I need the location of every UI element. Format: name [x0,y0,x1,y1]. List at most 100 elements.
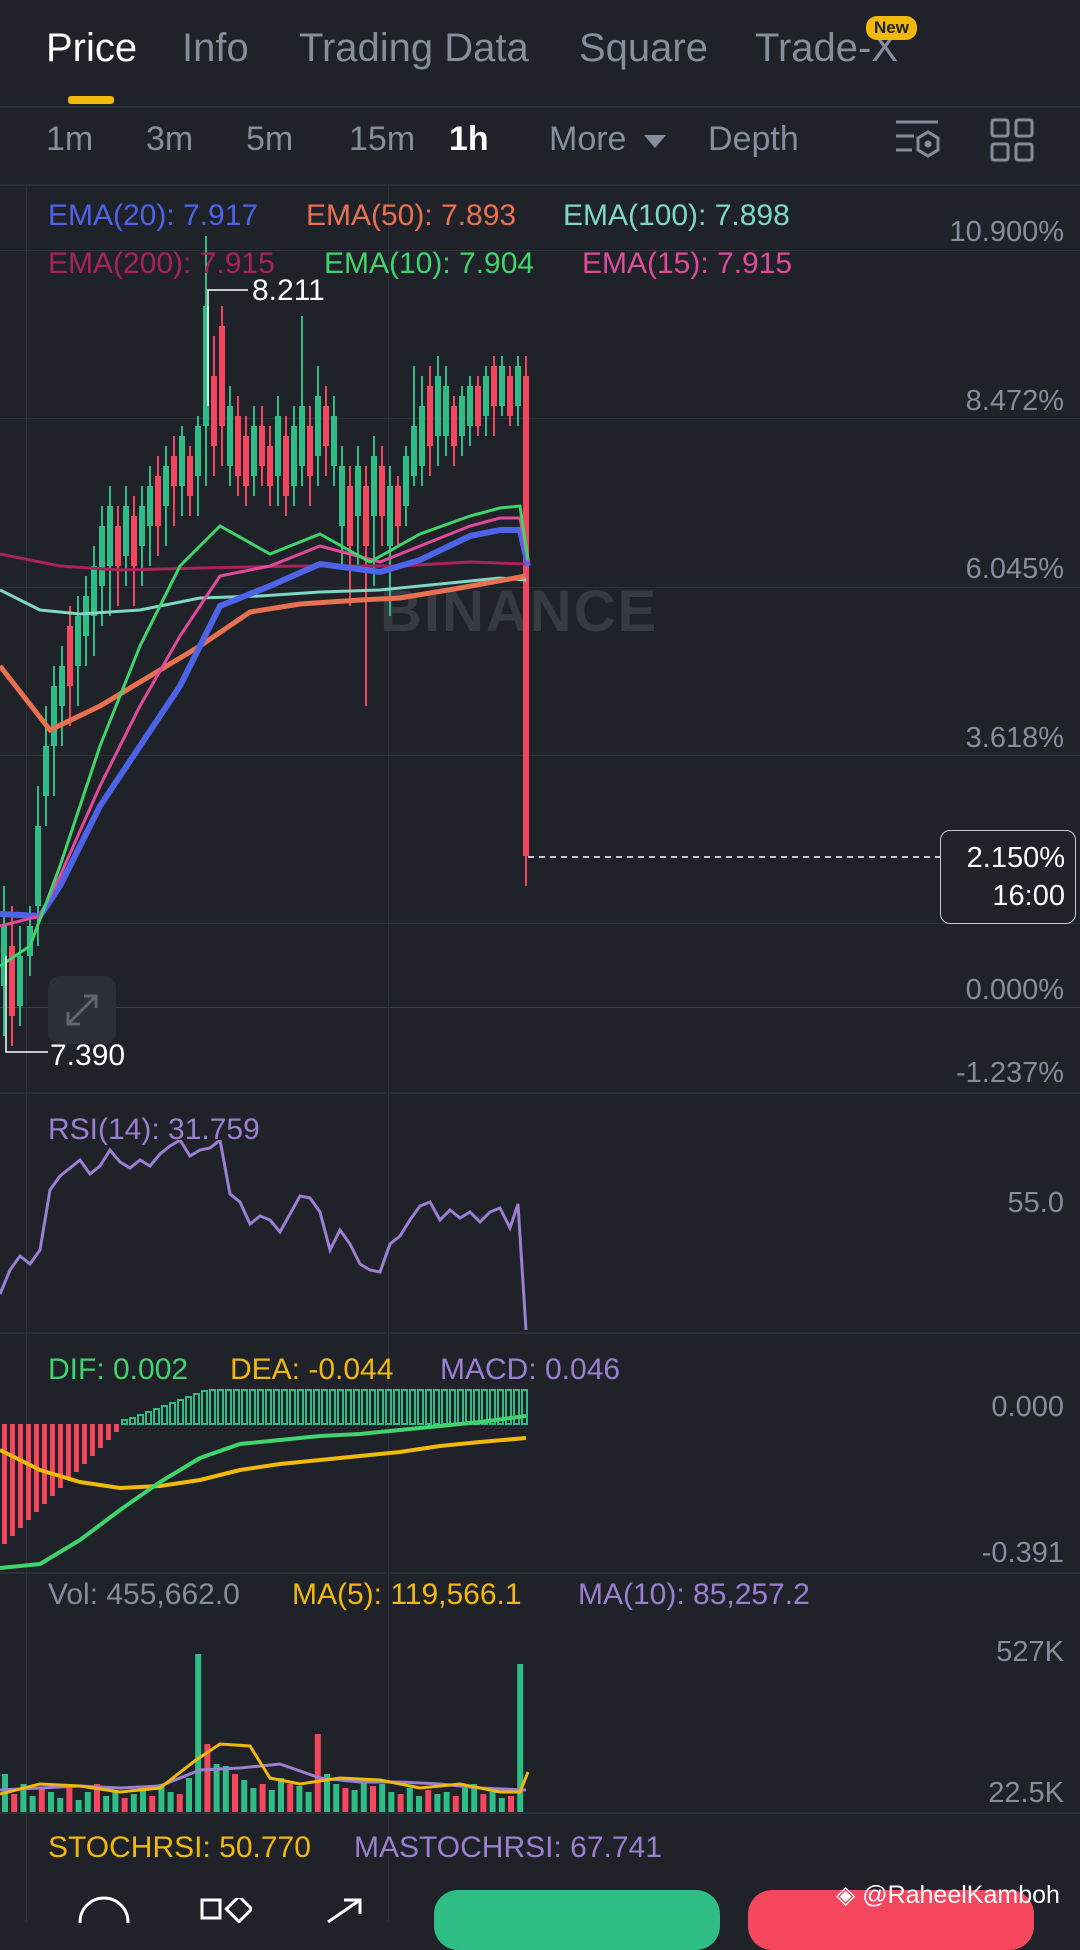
timeframe-1m[interactable]: 1m [46,120,94,158]
volume-bar [370,1786,376,1814]
candle-body [219,326,225,426]
grid-line [0,587,1080,588]
tab-square[interactable]: Square [579,26,708,70]
candle-body [507,376,513,416]
volume-bar [259,1784,266,1814]
candle-body [83,596,89,636]
high-price-label: 8.211 [252,274,325,307]
volume-bar [149,1796,156,1814]
dea-line [0,1436,527,1491]
dif-legend: DIF: 0.002 [48,1353,189,1386]
expand-chart-button[interactable] [48,976,116,1044]
macd-hist-bar [161,1405,168,1425]
macd-hist-bar [193,1393,200,1425]
macd-hist-bar [177,1399,184,1425]
macd-hist-bar [305,1389,312,1425]
layout-grid-icon[interactable] [990,118,1034,162]
macd-hist-bar [50,1424,55,1496]
candle-body [275,416,281,476]
volume-bar [351,1790,358,1814]
volume-bar [241,1780,248,1814]
macd-hist-bar [385,1389,392,1425]
volume-bar [38,1788,45,1814]
rsi-line [0,1140,528,1331]
more-menu-icon[interactable] [76,1894,132,1923]
timeframe-5m[interactable]: 5m [246,120,294,158]
buy-button[interactable] [434,1890,720,1950]
macd-hist-bar [18,1424,23,1528]
candle-body [59,666,65,706]
macd-hist-bar [273,1389,280,1425]
macd-hist-bar [281,1389,288,1425]
more-dropdown[interactable]: More [549,120,666,159]
ema20-legend: EMA(20): 7.917 [48,199,259,232]
rsi-legend: RSI(14): 31.759 [48,1113,260,1146]
candle-body [523,376,529,856]
macd-legend: MACD: 0.046 [440,1353,621,1386]
macd-hist-bar [90,1424,95,1456]
ema50-line [0,573,527,734]
timeframe-1h[interactable]: 1h [449,120,489,158]
macd-hist-bar [321,1389,328,1425]
volume-bar [489,1792,496,1814]
volume-bar [416,1796,422,1814]
ema10-line [0,504,530,968]
candle-body [107,506,113,566]
candle-body [267,446,273,486]
tab-price[interactable]: Price [46,26,138,70]
tab-trading-data[interactable]: Trading Data [299,26,529,70]
indicator-settings-icon[interactable] [894,118,940,162]
volume-bar [305,1792,312,1814]
depth-tab[interactable]: Depth [708,120,799,158]
volume-bar [406,1788,413,1814]
top-tab-bar: Price Info Trading Data Square Trade-X N… [0,0,1080,108]
vol-axis-bottom: 22.5K [988,1777,1064,1809]
candle-body [27,926,33,956]
share-icon[interactable] [320,1896,370,1923]
candle-body [299,406,305,466]
tab-info[interactable]: Info [182,26,249,70]
timeframe-15m[interactable]: 15m [349,120,416,158]
macd-hist-bar [345,1389,352,1425]
candle-body [115,526,121,566]
ema100-line [0,576,527,616]
volume-bar [287,1784,294,1814]
macd-hist-bar [58,1424,63,1488]
macd-hist-bar [121,1419,128,1425]
high-annotation-line [207,289,248,406]
volume-bar [333,1784,340,1814]
expand-icon [66,994,98,1026]
volume-bar [342,1788,349,1814]
ma10-legend: MA(10): 85,257.2 [578,1578,810,1611]
axis-label: 8.472% [965,385,1064,417]
macd-hist-bar [289,1389,296,1425]
candle-countdown: 16:00 [992,880,1065,912]
macd-hist-bar [401,1389,408,1425]
macd-hist-bar [217,1389,224,1425]
macd-hist-bar [513,1389,520,1425]
macd-hist-bar [209,1389,216,1425]
candle-body [259,426,265,466]
macd-hist-bar [169,1402,176,1425]
credit-watermark: ◈ @RaheelKamboh [836,1881,1060,1909]
candle-body [443,386,449,436]
ema10-legend: EMA(10): 7.904 [324,247,535,280]
candle-body [1,926,7,986]
macd-hist-bar [457,1389,464,1425]
timeframe-3m[interactable]: 3m [146,120,194,158]
volume-bar [379,1784,386,1814]
rsi-chart [0,1140,528,1331]
macd-hist-bar [98,1424,103,1448]
widgets-icon[interactable] [200,1898,252,1923]
macd-hist-bar [521,1389,528,1425]
candle-body [475,386,481,426]
grid-vline [388,186,389,1922]
volume-bar [186,1778,192,1814]
binance-diamond-icon: ◈ [836,1881,856,1909]
candle-body [163,466,169,506]
macd-hist-bar [265,1389,272,1425]
axis-label: 0.000% [965,974,1064,1006]
stochrsi-legend: STOCHRSI: 50.770 [48,1831,311,1864]
candle-body [435,376,441,436]
macd-hist-bar [489,1389,496,1425]
